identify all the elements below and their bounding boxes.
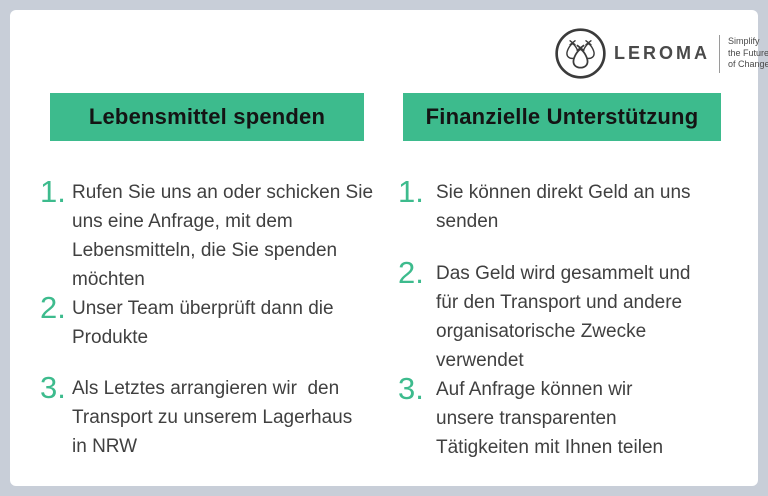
list-text: Sie können direkt Geld an uns senden xyxy=(436,182,691,232)
logo: LEROMA Simplify the Future of Change xyxy=(554,27,768,80)
list-item: 3. Als Letztes arrangieren wir den Trans… xyxy=(40,372,392,461)
header-finanzielle-unterstuetzung: Finanzielle Unterstützung xyxy=(403,93,721,141)
list-item: 3. Auf Anfrage können wir unsere transpa… xyxy=(398,373,750,462)
list-number: 2. xyxy=(40,290,66,325)
list-item: 1. Sie können direkt Geld an uns senden xyxy=(398,176,750,236)
list-number: 3. xyxy=(398,371,424,406)
list-text: Das Geld wird gesammelt und für den Tran… xyxy=(436,263,691,371)
logo-divider xyxy=(719,34,720,73)
list-text: Auf Anfrage können wir unsere transparen… xyxy=(436,379,664,458)
sacks-in-circle-icon xyxy=(555,28,606,79)
list-item: 1. Rufen Sie uns an oder schicken Sie un… xyxy=(40,176,392,294)
list-text: Unser Team überprüft dann die Produkte xyxy=(72,298,334,348)
list-number: 3. xyxy=(40,370,66,405)
brand-name: LEROMA xyxy=(614,43,710,63)
list-number: 2. xyxy=(398,255,424,290)
list-item: 2. Unser Team überprüft dann die Produkt… xyxy=(40,292,392,352)
header-lebensmittel-spenden: Lebensmittel spenden xyxy=(50,93,364,141)
list-item: 2. Das Geld wird gesammelt und für den T… xyxy=(398,257,750,375)
list-number: 1. xyxy=(40,174,66,209)
brand-tagline: Simplify the Future of Change xyxy=(728,36,768,70)
list-text: Als Letztes arrangieren wir den Transpor… xyxy=(72,378,353,457)
slide-card: LEROMA Simplify the Future of Change Leb… xyxy=(10,10,768,486)
list-number: 1. xyxy=(398,174,424,209)
list-text: Rufen Sie uns an oder schicken Sie uns e… xyxy=(72,182,374,290)
